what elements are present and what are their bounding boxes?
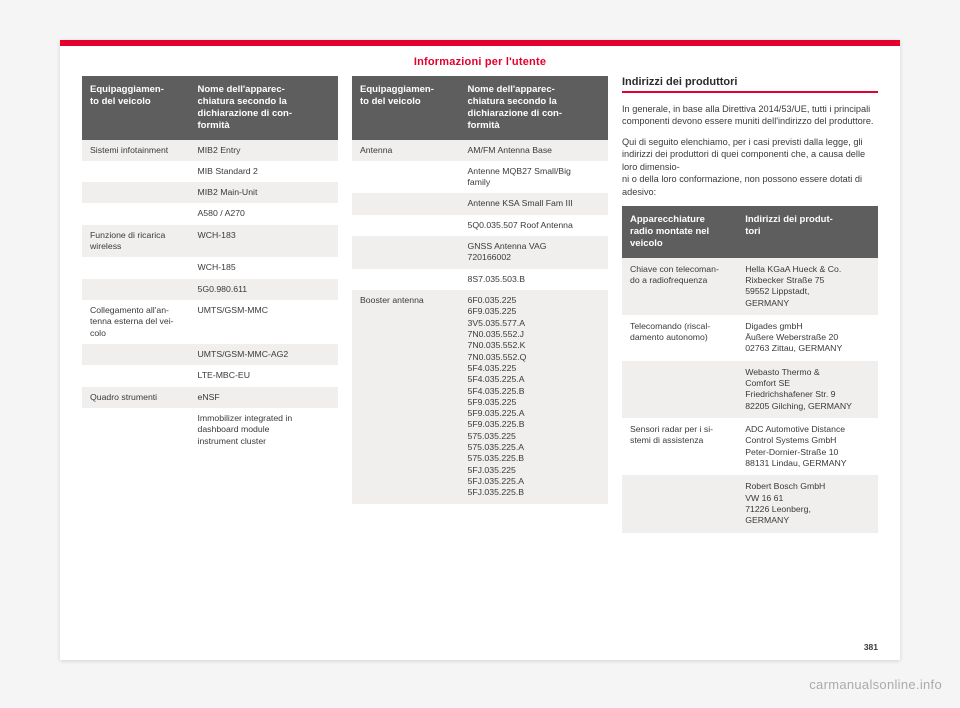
section-heading-addresses: Indirizzi dei produttori	[622, 76, 878, 93]
cell-category	[352, 161, 460, 194]
cell-category	[352, 193, 460, 214]
cell-value: 5G0.980.611	[190, 279, 338, 300]
th-addresses: Indirizzi dei produt- tori	[737, 206, 878, 258]
cell-value: ADC Automotive Distance Control Systems …	[737, 418, 878, 475]
intro-paragraph-1: In generale, in base alla Direttiva 2014…	[622, 103, 878, 128]
cell-value: 8S7.035.503.B	[460, 269, 608, 290]
cell-value: Robert Bosch GmbH VW 16 61 71226 Leonber…	[737, 475, 878, 532]
table-row: 8S7.035.503.B	[352, 269, 608, 290]
table-row: Robert Bosch GmbH VW 16 61 71226 Leonber…	[622, 475, 878, 532]
cell-value: Immobilizer integrated in dashboard modu…	[190, 408, 338, 452]
cell-value: UMTS/GSM-MMC	[190, 300, 338, 344]
table-row: Webasto Thermo & Comfort SE Friedrichsha…	[622, 361, 878, 418]
table-row: Immobilizer integrated in dashboard modu…	[82, 408, 338, 452]
cell-value: Digades gmbH Äußere Weberstraße 20 02763…	[737, 315, 878, 361]
table-row: Telecomando (riscal- damento autonomo)Di…	[622, 315, 878, 361]
cell-category	[352, 269, 460, 290]
table-row: Sensori radar per i si- stemi di assiste…	[622, 418, 878, 475]
th-device: Nome dell'apparec- chiatura secondo la d…	[460, 76, 608, 140]
table-row: Antenne MQB27 Small/Big family	[352, 161, 608, 194]
table-row: MIB Standard 2	[82, 161, 338, 182]
table-row: MIB2 Main-Unit	[82, 182, 338, 203]
cell-value: UMTS/GSM-MMC-AG2	[190, 344, 338, 365]
cell-category: Collegamento all'an- tenna esterna del v…	[82, 300, 190, 344]
table-row: A580 / A270	[82, 203, 338, 224]
th-equip: Equipaggiamen- to del veicolo	[82, 76, 190, 140]
cell-category	[82, 344, 190, 365]
cell-value: Antenne KSA Small Fam III	[460, 193, 608, 214]
cell-category	[82, 279, 190, 300]
cell-category	[82, 408, 190, 452]
cell-value: Antenne MQB27 Small/Big family	[460, 161, 608, 194]
page-number: 381	[864, 642, 878, 652]
cell-value: 5Q0.035.507 Roof Antenna	[460, 215, 608, 236]
table-row: Antenne KSA Small Fam III	[352, 193, 608, 214]
th-equip: Equipaggiamen- to del veicolo	[352, 76, 460, 140]
watermark-text: carmanualsonline.info	[809, 677, 942, 692]
cell-category: Antenna	[352, 140, 460, 161]
header-red-bar	[60, 40, 900, 46]
cell-category: Sensori radar per i si- stemi di assiste…	[622, 418, 737, 475]
cell-value: AM/FM Antenna Base	[460, 140, 608, 161]
table-row: WCH-185	[82, 257, 338, 278]
table-row: Chiave con telecoman- do a radiofrequenz…	[622, 258, 878, 315]
middle-column: Equipaggiamen- to del veicolo Nome dell'…	[352, 76, 608, 533]
manual-page: Informazioni per l'utente Equipaggiamen-…	[60, 40, 900, 660]
cell-value: Webasto Thermo & Comfort SE Friedrichsha…	[737, 361, 878, 418]
cell-category	[622, 361, 737, 418]
table-row: LTE-MBC-EU	[82, 365, 338, 386]
cell-value: MIB Standard 2	[190, 161, 338, 182]
cell-category	[82, 161, 190, 182]
left-column: Equipaggiamen- to del veicolo Nome dell'…	[82, 76, 338, 533]
cell-category: Telecomando (riscal- damento autonomo)	[622, 315, 737, 361]
cell-value: LTE-MBC-EU	[190, 365, 338, 386]
equipment-table-left: Equipaggiamen- to del veicolo Nome dell'…	[82, 76, 338, 452]
content-columns: Equipaggiamen- to del veicolo Nome dell'…	[82, 76, 878, 533]
cell-value: MIB2 Main-Unit	[190, 182, 338, 203]
cell-category: Booster antenna	[352, 290, 460, 504]
table-row: Funzione di ricarica wirelessWCH-183	[82, 225, 338, 258]
equipment-table-mid: Equipaggiamen- to del veicolo Nome dell'…	[352, 76, 608, 504]
cell-value: WCH-185	[190, 257, 338, 278]
th-radio-equip: Apparecchiature radio montate nel veicol…	[622, 206, 737, 258]
cell-category	[622, 475, 737, 532]
cell-category	[82, 257, 190, 278]
th-device: Nome dell'apparec- chiatura secondo la d…	[190, 76, 338, 140]
cell-category	[82, 203, 190, 224]
cell-value: eNSF	[190, 387, 338, 408]
table-row: AntennaAM/FM Antenna Base	[352, 140, 608, 161]
table-row: Collegamento all'an- tenna esterna del v…	[82, 300, 338, 344]
cell-category: Chiave con telecoman- do a radiofrequenz…	[622, 258, 737, 315]
table-row: GNSS Antenna VAG 720166002	[352, 236, 608, 269]
cell-category	[352, 236, 460, 269]
table-row: Booster antenna6F0.035.225 6F9.035.225 3…	[352, 290, 608, 504]
table-row: 5G0.980.611	[82, 279, 338, 300]
cell-category: Quadro strumenti	[82, 387, 190, 408]
cell-category	[82, 182, 190, 203]
intro-paragraph-2: Qui di seguito elenchiamo, per i casi pr…	[622, 136, 878, 198]
cell-category	[82, 365, 190, 386]
address-intro: In generale, in base alla Direttiva 2014…	[622, 103, 878, 206]
cell-category: Sistemi infotainment	[82, 140, 190, 161]
table-row: Sistemi infotainmentMIB2 Entry	[82, 140, 338, 161]
cell-category: Funzione di ricarica wireless	[82, 225, 190, 258]
manufacturer-address-table: Apparecchiature radio montate nel veicol…	[622, 206, 878, 533]
cell-value: Hella KGaA Hueck & Co. Rixbecker Straße …	[737, 258, 878, 315]
cell-value: WCH-183	[190, 225, 338, 258]
page-section-title: Informazioni per l'utente	[82, 54, 878, 76]
cell-value: GNSS Antenna VAG 720166002	[460, 236, 608, 269]
table-row: Quadro strumentieNSF	[82, 387, 338, 408]
cell-value: A580 / A270	[190, 203, 338, 224]
cell-value: MIB2 Entry	[190, 140, 338, 161]
cell-value: 6F0.035.225 6F9.035.225 3V5.035.577.A 7N…	[460, 290, 608, 504]
table-row: UMTS/GSM-MMC-AG2	[82, 344, 338, 365]
right-column: Indirizzi dei produttori In generale, in…	[622, 76, 878, 533]
table-row: 5Q0.035.507 Roof Antenna	[352, 215, 608, 236]
cell-category	[352, 215, 460, 236]
